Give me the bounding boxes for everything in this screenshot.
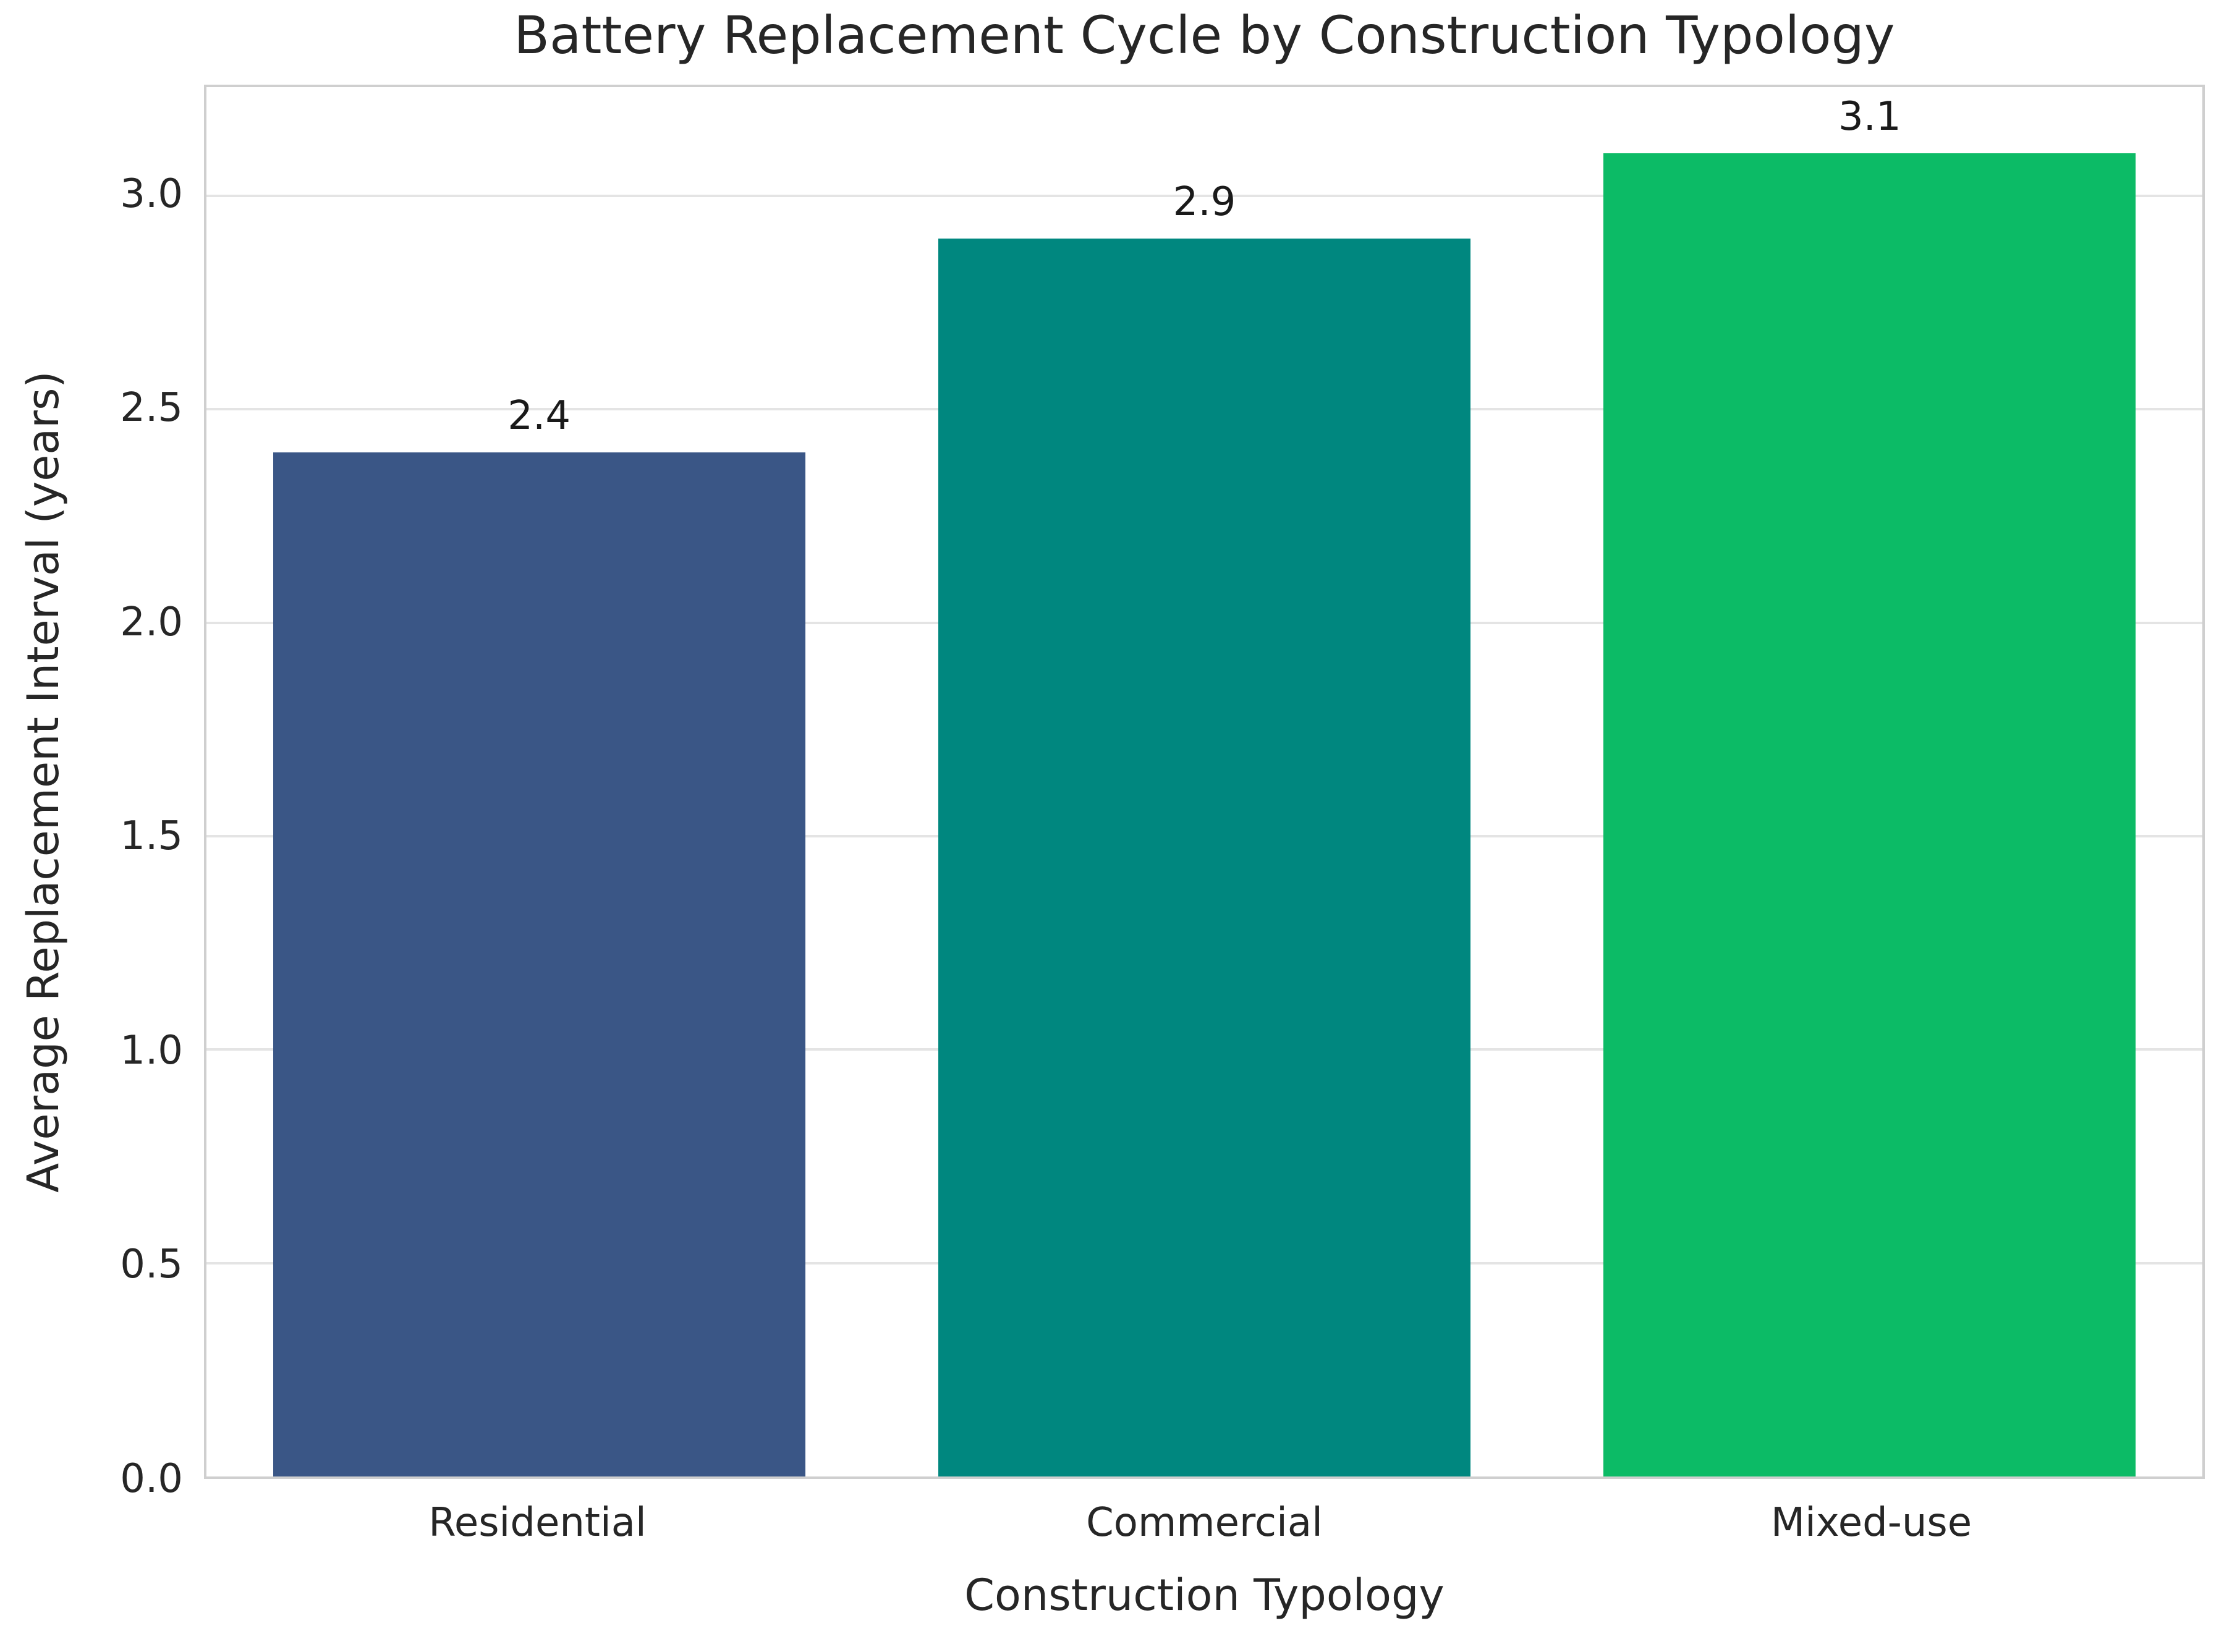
x-tick-labels: Residential Commercial Mixed-use	[204, 1500, 2205, 1556]
y-tick-label: 0.0	[120, 1456, 183, 1502]
x-tick-label-residential: Residential	[428, 1500, 647, 1546]
x-axis-label: Construction Typology	[964, 1570, 1445, 1620]
y-tick-label: 1.5	[120, 813, 183, 860]
y-tick-label: 1.0	[120, 1027, 183, 1074]
y-tick-label: 3.0	[120, 171, 183, 217]
bar-value-label-residential: 2.4	[507, 392, 571, 439]
bar-commercial	[938, 239, 1471, 1476]
x-tick-label-commercial: Commercial	[1086, 1500, 1323, 1546]
y-tick-label: 2.5	[120, 385, 183, 431]
chart-title: Battery Replacement Cycle by Constructio…	[514, 5, 1895, 66]
bar-value-label-mixed-use: 3.1	[1838, 94, 1901, 140]
bar-mixed-use	[1603, 153, 2136, 1476]
y-tick-label: 0.5	[120, 1242, 183, 1288]
bar-residential	[273, 452, 805, 1476]
y-tick-labels: 0.0 0.5 1.0 1.5 2.0 2.5 3.0	[0, 85, 183, 1502]
bar-value-label-commercial: 2.9	[1173, 179, 1236, 226]
x-tick-label-mixed-use: Mixed-use	[1770, 1500, 1972, 1546]
y-tick-label: 2.0	[120, 599, 183, 645]
gridline	[206, 195, 2202, 198]
plot-area: 2.4 2.9 3.1	[204, 85, 2205, 1479]
